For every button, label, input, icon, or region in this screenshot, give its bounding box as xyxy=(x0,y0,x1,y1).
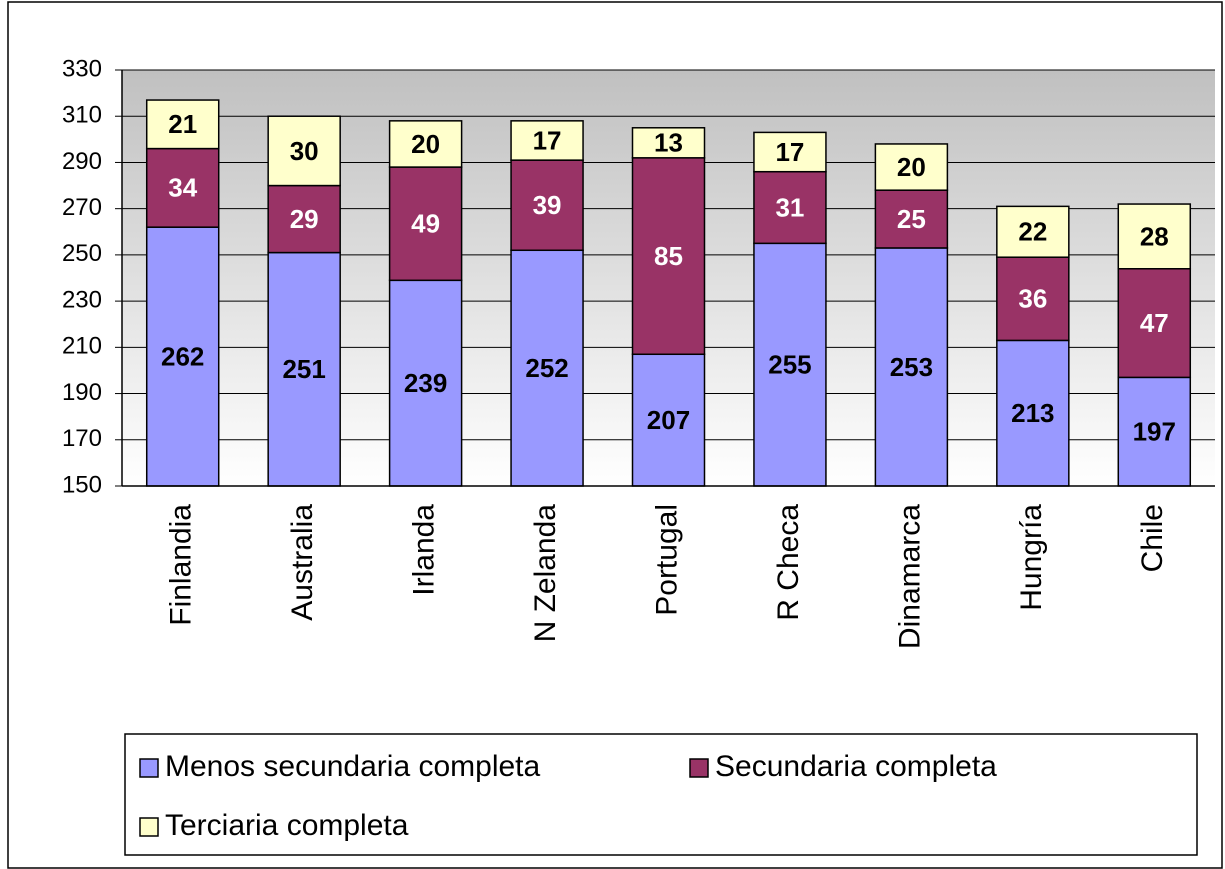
bar-segment xyxy=(874,189,949,249)
bar-segment xyxy=(631,127,706,159)
data-label: 36 xyxy=(1018,284,1047,314)
bar-segment xyxy=(753,131,827,173)
bar-segment xyxy=(388,120,463,168)
x-tick-label: Irlanda xyxy=(408,504,441,596)
x-tick-label: Hungría xyxy=(1015,504,1048,611)
x-tick-label: Portugal xyxy=(650,504,683,616)
data-label: 251 xyxy=(282,354,325,384)
data-label: 47 xyxy=(1140,308,1169,338)
data-label: 22 xyxy=(1018,217,1047,247)
data-label: 17 xyxy=(533,125,562,155)
data-label: 20 xyxy=(411,129,440,159)
y-tick-label: 270 xyxy=(62,194,102,221)
data-label: 34 xyxy=(168,173,197,203)
data-label: 30 xyxy=(290,136,319,166)
bar-segment xyxy=(145,147,220,228)
data-label: 197 xyxy=(1133,417,1176,447)
legend-label: Terciaria completa xyxy=(165,809,409,842)
data-label: 25 xyxy=(897,204,926,234)
x-tick-label: Australia xyxy=(286,504,319,621)
legend-label: Menos secundaria completa xyxy=(165,750,541,783)
legend-swatch xyxy=(139,817,159,837)
bar-segment xyxy=(1117,203,1192,270)
data-label: 262 xyxy=(161,341,204,371)
x-tick-label: Dinamarca xyxy=(893,504,926,649)
bar-segment xyxy=(1117,268,1192,379)
bar-segment xyxy=(267,251,341,487)
data-label: 252 xyxy=(525,353,568,383)
data-label: 207 xyxy=(647,405,690,435)
data-label: 13 xyxy=(654,128,683,158)
bar-segment xyxy=(1117,376,1192,487)
data-label: 20 xyxy=(897,152,926,182)
y-tick-label: 310 xyxy=(62,102,102,129)
data-label: 85 xyxy=(654,241,683,271)
data-label: 28 xyxy=(1140,221,1169,251)
data-label: 29 xyxy=(290,204,319,234)
x-tick-label: Chile xyxy=(1136,504,1169,572)
bar-segment xyxy=(874,143,949,191)
y-tick-label: 190 xyxy=(62,379,102,406)
data-label: 255 xyxy=(768,350,811,380)
y-tick-label: 210 xyxy=(62,333,102,360)
bar-segment xyxy=(753,242,827,487)
y-tick-label: 230 xyxy=(62,286,102,313)
bar-segment xyxy=(145,226,220,487)
bar-segment xyxy=(510,159,584,252)
legend-box xyxy=(124,733,1198,856)
bar-segment xyxy=(388,279,463,487)
bar-segment xyxy=(267,115,341,187)
x-tick-label: R Checa xyxy=(772,504,805,621)
y-tick-label: 330 xyxy=(62,55,102,82)
data-label: 17 xyxy=(775,137,804,167)
bar-segment xyxy=(145,99,220,150)
data-label: 39 xyxy=(533,190,562,220)
data-label: 49 xyxy=(411,209,440,239)
data-label: 31 xyxy=(775,192,804,222)
x-tick-label: N Zelanda xyxy=(529,504,562,643)
bar-segment xyxy=(996,339,1070,487)
data-label: 213 xyxy=(1011,398,1054,428)
legend-swatch xyxy=(139,758,159,778)
y-tick-label: 170 xyxy=(62,425,102,452)
bar-segment xyxy=(753,170,827,245)
data-label: 253 xyxy=(890,352,933,382)
bar-segment xyxy=(267,184,341,254)
data-label: 21 xyxy=(168,109,197,139)
legend-swatch xyxy=(689,758,709,778)
bar-segment xyxy=(510,120,584,161)
y-tick-label: 290 xyxy=(62,148,102,175)
y-tick-label: 150 xyxy=(62,471,102,498)
x-tick-label: Finlandia xyxy=(165,504,198,626)
legend-label: Secundaria completa xyxy=(715,750,997,783)
y-tick-label: 250 xyxy=(62,240,102,267)
data-label: 239 xyxy=(404,368,447,398)
bar-segment xyxy=(388,166,463,282)
bar-segment xyxy=(996,205,1070,258)
bar-segment xyxy=(996,256,1070,342)
